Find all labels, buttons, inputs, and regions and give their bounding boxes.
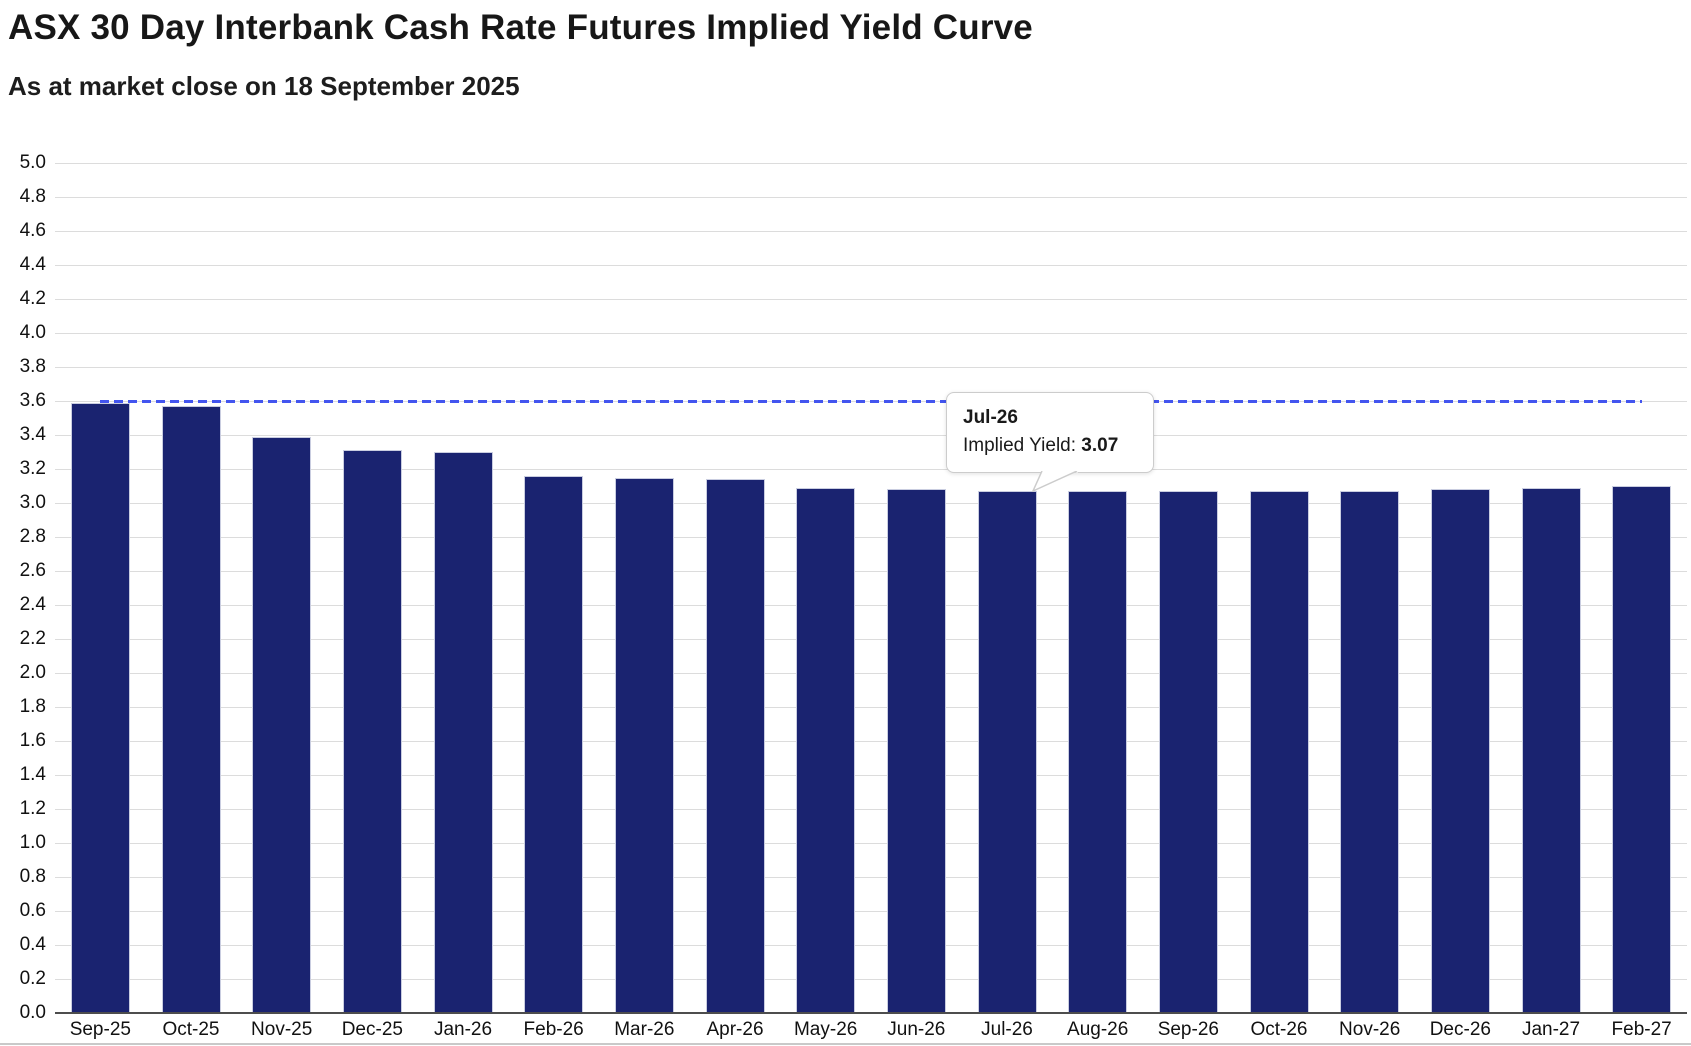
y-axis-label: 3.0 [19,492,46,513]
y-axis-label: 2.0 [19,662,46,683]
gridline [55,774,1687,776]
tooltip-label: Implied Yield: [963,435,1077,456]
x-axis-label: Jan-27 [1521,1019,1581,1040]
y-axis-label: 2.6 [19,560,46,581]
y-axis-label: 1.2 [19,798,46,819]
gridline [55,366,1687,368]
y-axis-label: 3.4 [19,424,46,445]
bar-dec-25[interactable] [342,450,402,1013]
tooltip-value: 3.07 [1081,435,1119,456]
x-axis-line [55,1012,1687,1014]
y-axis-label: 2.8 [19,526,46,547]
gridline [55,332,1687,334]
gridline [55,502,1687,504]
y-axis-label: 1.6 [19,730,46,751]
x-axis-label: Nov-25 [251,1019,313,1040]
x-axis-label: Mar-26 [614,1019,675,1040]
y-axis-label: 1.0 [19,832,46,853]
gridline [55,706,1687,708]
gridline [55,196,1687,198]
y-axis-label: 0.4 [19,934,46,955]
y-axis-label: 3.6 [19,390,46,411]
gridline [55,298,1687,300]
chart-subtitle: As at market close on 18 September 2025 [8,71,520,101]
bar-nov-25[interactable] [252,436,312,1013]
y-axis-label: 0.8 [19,866,46,887]
bar-aug-26[interactable] [1068,491,1128,1013]
gridline [55,672,1687,674]
x-axis-label: Sep-26 [1157,1019,1219,1040]
y-axis-label: 1.4 [19,764,46,785]
bottom-divider [0,1043,1691,1045]
bar-sep-25[interactable] [70,402,130,1013]
y-axis-label: 0.2 [19,968,46,989]
chart-title: ASX 30 Day Interbank Cash Rate Futures I… [8,8,1033,47]
y-axis-label: 1.8 [19,696,46,717]
tooltip: Jul-26 Implied Yield: 3.07 [946,392,1154,492]
gridline [55,978,1687,980]
gridline [55,536,1687,538]
y-axis-label: 4.6 [19,220,46,241]
y-axis-label: 4.4 [19,254,46,275]
gridline [55,944,1687,946]
y-axis-label: 2.4 [19,594,46,615]
x-axis-label: Oct-25 [162,1019,220,1040]
tooltip-row: Implied Yield: 3.07 [963,432,1137,460]
bar-apr-26[interactable] [705,479,765,1013]
y-axis-label: 3.2 [19,458,46,479]
x-axis-label: Sep-25 [69,1019,131,1040]
x-axis-label: Jan-26 [433,1019,493,1040]
gridline [55,876,1687,878]
x-axis-label: Dec-25 [341,1019,403,1040]
gridline [55,264,1687,266]
gridline [55,230,1687,232]
bar-may-26[interactable] [796,487,856,1013]
gridline [55,842,1687,844]
y-axis-label: 5.0 [19,152,46,173]
x-axis-label: Jun-26 [887,1019,946,1040]
x-axis-label: Nov-26 [1339,1019,1401,1040]
gridline [55,468,1687,470]
bar-nov-26[interactable] [1340,491,1400,1013]
bar-mar-26[interactable] [614,477,674,1013]
gridline [55,570,1687,572]
x-axis-label: Jul-26 [981,1019,1033,1040]
bar-oct-25[interactable] [161,406,221,1013]
x-axis-label: Aug-26 [1067,1019,1129,1040]
bar-jun-26[interactable] [886,489,946,1013]
y-axis-label: 2.2 [19,628,46,649]
bar-jan-27[interactable] [1521,487,1581,1013]
gridline [55,638,1687,640]
bar-dec-26[interactable] [1430,489,1490,1013]
gridline [55,604,1687,606]
x-axis-label: Dec-26 [1429,1019,1491,1040]
gridline [55,162,1687,164]
gridline [55,910,1687,912]
y-axis-label: 4.2 [19,288,46,309]
bar-jan-26[interactable] [433,452,493,1013]
gridline [55,808,1687,810]
tooltip-pointer-icon [1031,471,1078,492]
tooltip-category: Jul-26 [963,407,1018,428]
bar-feb-26[interactable] [524,475,584,1013]
y-axis-label: 0.6 [19,900,46,921]
bar-feb-27[interactable] [1612,486,1672,1013]
bar-jul-26[interactable] [977,491,1037,1013]
x-axis-label: Oct-26 [1250,1019,1308,1040]
bar-oct-26[interactable] [1249,491,1309,1013]
gridline [55,434,1687,436]
y-axis-label: 4.8 [19,186,46,207]
y-axis-label: 4.0 [19,322,46,343]
x-axis-label: May-26 [793,1019,858,1040]
y-axis-label: 3.8 [19,356,46,377]
y-axis-label: 0.0 [19,1002,46,1023]
x-axis-label: Apr-26 [706,1019,764,1040]
reference-line [100,399,1642,403]
x-axis-label: Feb-27 [1611,1019,1672,1040]
bar-sep-26[interactable] [1158,491,1218,1013]
gridline [55,740,1687,742]
x-axis-label: Feb-26 [523,1019,584,1040]
